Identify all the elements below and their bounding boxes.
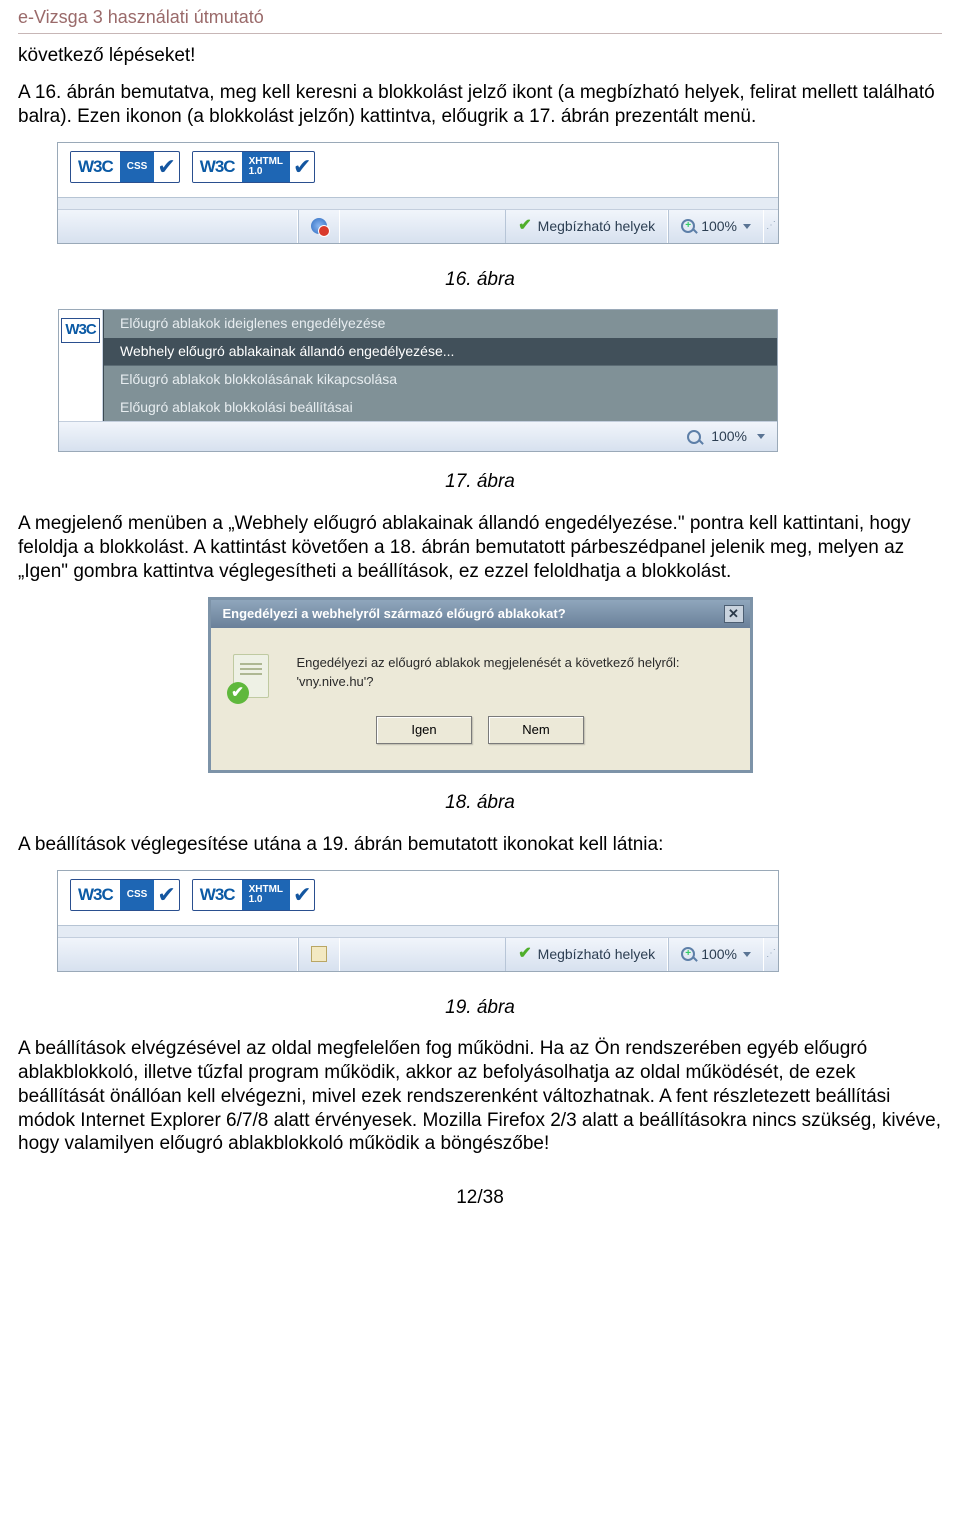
paragraph: A 16. ábrán bemutatva, meg kell keresni … [18, 81, 942, 129]
resize-grip-icon: ⋰ [764, 220, 778, 233]
w3c-css-badge: W3C CSS ✔ [70, 151, 180, 183]
page-number: 12/38 [18, 1186, 942, 1210]
popup-context-menu: Előugró ablakok ideiglenes engedélyezése… [103, 310, 777, 421]
magnifier-icon: + [681, 947, 695, 961]
menu-item-always-allow[interactable]: Webhely előugró ablakainak állandó enged… [104, 338, 777, 366]
popup-blocked-icon[interactable] [298, 210, 340, 243]
magnifier-icon: + [681, 219, 695, 233]
paragraph: A beállítások véglegesítése utána a 19. … [18, 833, 942, 857]
check-icon: ✔ [518, 944, 531, 964]
dialog-title-text: Engedélyezi a webhelyről származó előugr… [223, 606, 566, 622]
badge-area: W3C CSS ✔ W3C XHTML1.0 ✔ [58, 871, 778, 925]
w3c-css-badge: W3C CSS ✔ [70, 879, 180, 911]
dialog-titlebar: Engedélyezi a webhelyről származó előugr… [211, 600, 750, 628]
figure-17: W3C Előugró ablakok ideiglenes engedélye… [18, 309, 942, 452]
zoom-control[interactable]: + 100% [668, 938, 764, 971]
paragraph: A megjelenő menüben a „Webhely előugró a… [18, 512, 942, 583]
status-bar: 100% [59, 421, 777, 451]
menu-item-disable-block[interactable]: Előugró ablakok blokkolásának kikapcsolá… [104, 366, 777, 394]
page-icon [311, 946, 327, 962]
menu-item-block-settings[interactable]: Előugró ablakok blokkolási beállításai [104, 394, 777, 422]
status-bar: ✔ Megbízható helyek + 100% ⋰ [58, 209, 778, 243]
chevron-down-icon [743, 224, 751, 229]
figure-19: W3C CSS ✔ W3C XHTML1.0 ✔ ✔ Megbízható he… [18, 871, 942, 978]
zoom-value: 100% [701, 218, 737, 236]
zoom-value: 100% [701, 946, 737, 964]
badge-area: W3C CSS ✔ W3C XHTML1.0 ✔ [58, 143, 778, 197]
resize-grip-icon: ⋰ [764, 948, 778, 961]
paragraph: következő lépéseket! [18, 44, 942, 68]
yes-button[interactable]: Igen [376, 716, 472, 744]
trusted-sites-label: Megbízható helyek [538, 946, 656, 964]
figure-16: W3C CSS ✔ W3C XHTML1.0 ✔ ✔ Megbízható he… [18, 143, 942, 250]
w3c-xhtml-badge: W3C XHTML1.0 ✔ [192, 151, 316, 183]
confirm-dialog: Engedélyezi a webhelyről származó előugr… [208, 597, 753, 773]
figure-18: Engedélyezi a webhelyről származó előugr… [18, 597, 942, 773]
paragraph: A beállítások elvégzésével az oldal megf… [18, 1037, 942, 1156]
doc-header: e-Vizsga 3 használati útmutató [18, 0, 942, 34]
zoom-value: 100% [711, 428, 747, 446]
figure-caption: 16. ábra [18, 268, 942, 292]
w3c-xhtml-badge: W3C XHTML1.0 ✔ [192, 879, 316, 911]
menu-item-temp-allow[interactable]: Előugró ablakok ideiglenes engedélyezése [104, 310, 777, 338]
partial-badge: W3C [59, 310, 103, 421]
figure-caption: 17. ábra [18, 470, 942, 494]
dialog-icon: ✔ [233, 654, 277, 698]
figure-caption: 18. ábra [18, 791, 942, 815]
check-icon: ✔ [227, 682, 249, 704]
trusted-sites-label: Megbízható helyek [538, 218, 656, 236]
dialog-message: Engedélyezi az előugró ablakok megjelené… [297, 654, 728, 698]
chevron-down-icon [757, 434, 765, 439]
check-icon: ✔ [518, 216, 531, 236]
chevron-down-icon [743, 952, 751, 957]
zoom-control[interactable]: + 100% [668, 210, 764, 243]
no-button[interactable]: Nem [488, 716, 584, 744]
popup-allowed-icon[interactable] [298, 938, 340, 971]
magnifier-icon [687, 430, 701, 444]
figure-caption: 19. ábra [18, 996, 942, 1020]
close-button[interactable]: ✕ [724, 605, 744, 623]
status-bar: ✔ Megbízható helyek + 100% ⋰ [58, 937, 778, 971]
trusted-sites-indicator[interactable]: ✔ Megbízható helyek [505, 938, 668, 971]
trusted-sites-indicator[interactable]: ✔ Megbízható helyek [505, 210, 668, 243]
